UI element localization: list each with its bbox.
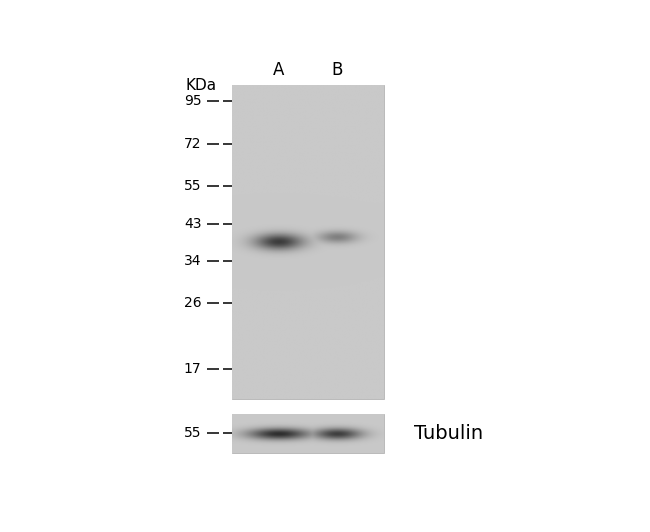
Text: KDa: KDa [186, 78, 217, 93]
Text: 55: 55 [184, 427, 202, 440]
Text: 55: 55 [184, 179, 202, 193]
Bar [233, 86, 384, 399]
Text: 95: 95 [184, 94, 202, 108]
Text: 72: 72 [184, 137, 202, 151]
Text: 17: 17 [184, 362, 202, 376]
Text: Tubulin: Tubulin [415, 424, 484, 443]
Text: 26: 26 [184, 295, 202, 310]
Text: 34: 34 [184, 254, 202, 268]
Text: A: A [273, 61, 285, 79]
Bar [233, 414, 384, 453]
Text: 43: 43 [184, 217, 202, 231]
Text: B: B [332, 61, 343, 79]
